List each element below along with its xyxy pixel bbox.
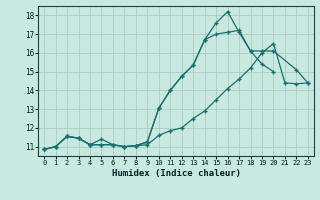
X-axis label: Humidex (Indice chaleur): Humidex (Indice chaleur) [111, 169, 241, 178]
